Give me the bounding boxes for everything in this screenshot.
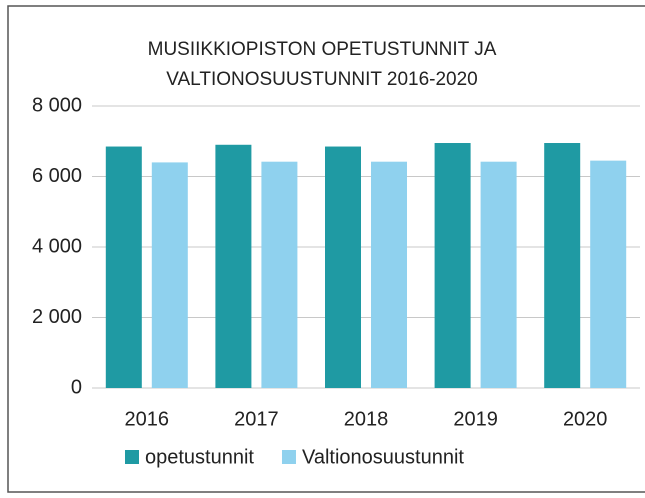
bar [261, 161, 298, 388]
bar [434, 143, 471, 388]
y-tick-label: 6 000 [32, 165, 82, 187]
x-tick-label: 2018 [344, 408, 389, 430]
x-tick-label: 2016 [125, 408, 170, 430]
chart-title: VALTIONOSUUSTUNNIT 2016-2020 [166, 69, 478, 90]
legend-label: opetustunnit [145, 446, 254, 468]
bar [590, 160, 627, 388]
x-tick-label: 2017 [234, 408, 279, 430]
bar [480, 161, 517, 388]
chart-title: MUSIIKKIOPISTON OPETUSTUNNIT JA [148, 39, 497, 60]
y-tick-label: 0 [71, 376, 82, 398]
legend-swatch [125, 450, 139, 464]
bar [151, 162, 188, 388]
y-tick-label: 4 000 [32, 235, 82, 257]
bar [215, 144, 252, 388]
bar [325, 146, 361, 388]
bar [371, 161, 407, 388]
bar [105, 146, 142, 388]
x-tick-label: 2019 [453, 408, 498, 430]
y-tick-label: 2 000 [32, 306, 82, 328]
legend-swatch [281, 450, 296, 464]
bar [544, 143, 581, 388]
x-tick-label: 2020 [563, 408, 608, 430]
y-tick-label: 8 000 [32, 94, 82, 116]
legend-label: Valtionosuustunnit [302, 446, 464, 468]
